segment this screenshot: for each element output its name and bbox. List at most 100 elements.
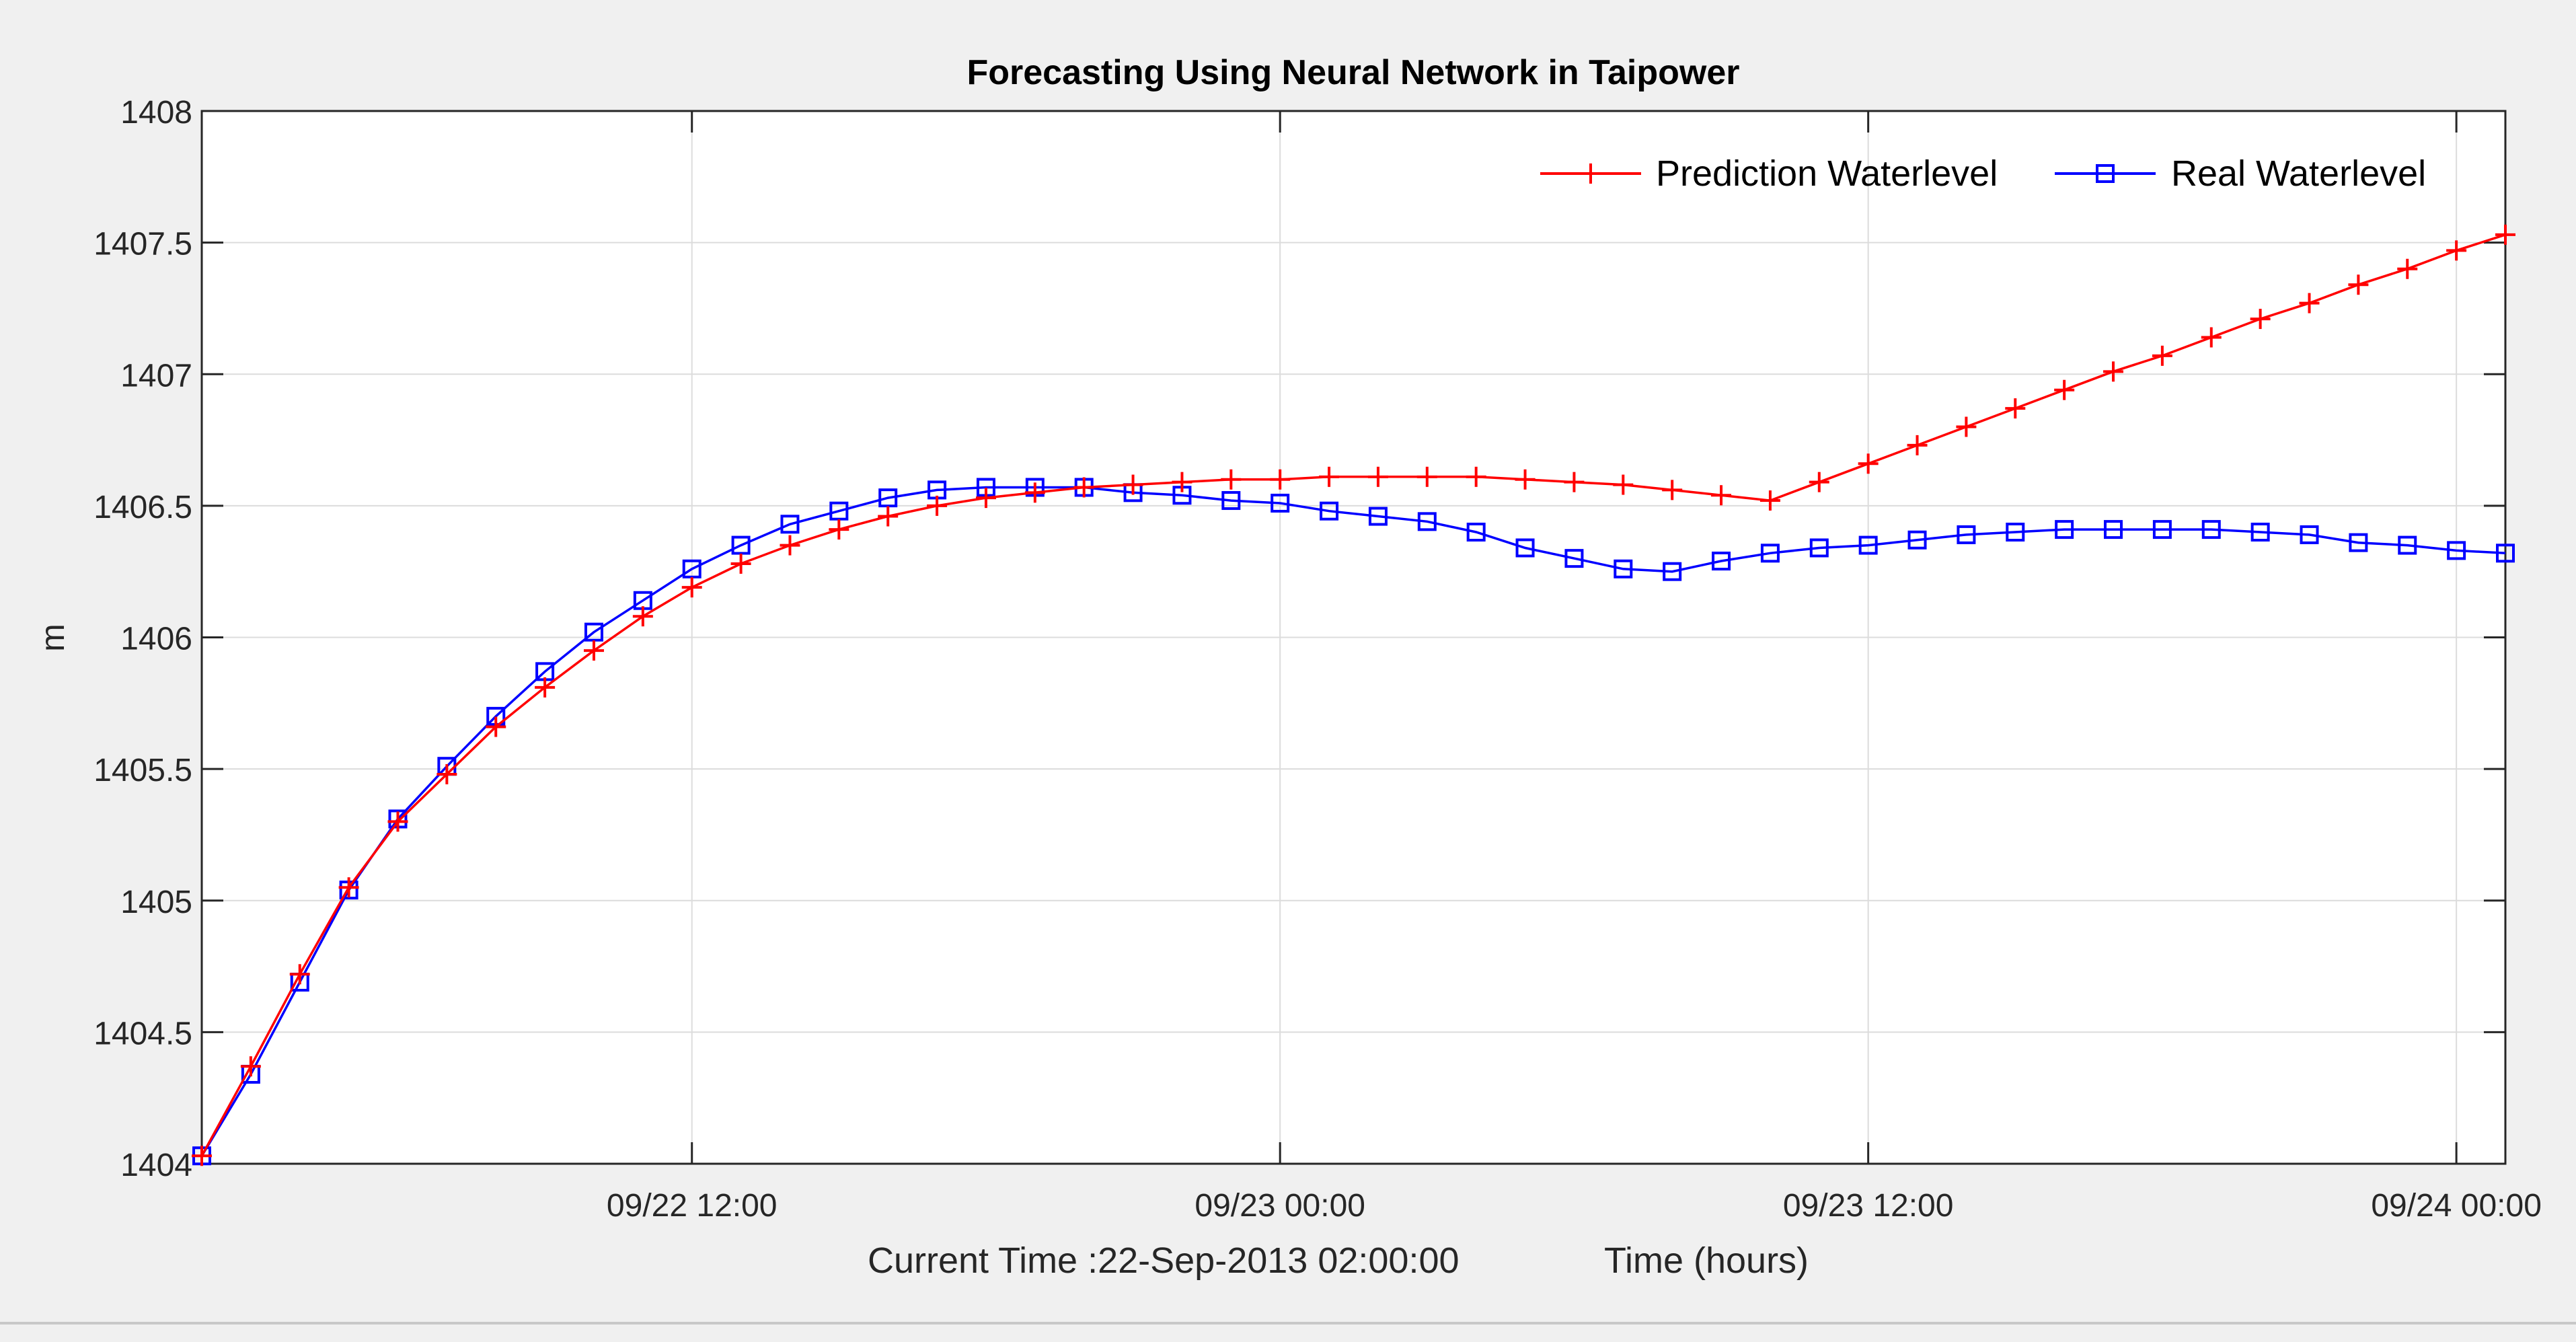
data-point: [682, 559, 702, 579]
data-point: [192, 1146, 212, 1166]
data-point: [1368, 507, 1388, 526]
data-point: [829, 501, 849, 521]
data-point: [1221, 491, 1241, 511]
data-point: [731, 535, 751, 555]
data-point: [1858, 535, 1878, 555]
data-point: [2103, 361, 2124, 382]
legend-label-real: Real Waterlevel: [2171, 153, 2426, 194]
data-point: [1466, 466, 1486, 487]
data-point: [2055, 520, 2074, 539]
data-point: [1614, 559, 1633, 579]
data-point: [1073, 477, 1094, 498]
data-point: [2152, 345, 2172, 366]
data-point: [1564, 549, 1584, 568]
data-point: [2201, 327, 2222, 348]
legend-marker-prediction: [1581, 163, 1601, 184]
data-point: [1271, 493, 1290, 513]
y-tick-label: 1404: [120, 1148, 192, 1183]
data-point: [2446, 240, 2467, 261]
data-point: [1367, 466, 1388, 487]
data-point: [338, 877, 359, 898]
data-point: [1858, 453, 1879, 474]
data-point: [927, 495, 948, 516]
data-point: [2152, 520, 2172, 539]
data-point: [1024, 482, 1045, 503]
data-point: [2300, 525, 2319, 544]
data-point: [486, 716, 506, 737]
data-point: [1564, 472, 1585, 492]
data-point: [2397, 258, 2418, 279]
data-point: [780, 515, 800, 534]
data-point: [1711, 485, 1732, 506]
data-point: [1515, 469, 1536, 490]
data-point: [387, 811, 408, 832]
x-tick-label: 09/22 12:00: [607, 1188, 778, 1224]
data-point: [2348, 274, 2369, 295]
data-point: [1123, 474, 1143, 495]
data-point: [2054, 379, 2075, 400]
data-point: [878, 488, 898, 508]
window-divider: [0, 1322, 2576, 1325]
data-point: [1270, 469, 1291, 490]
data-point: [2201, 520, 2221, 539]
data-point: [780, 535, 800, 556]
y-tick-label: 1404.5: [93, 1016, 192, 1051]
data-point: [1907, 435, 1928, 455]
data-point: [2006, 523, 2025, 542]
data-point: [1221, 469, 1242, 490]
data-point: [1417, 512, 1437, 531]
legend: Prediction Waterlevel Real Waterlevel: [1540, 153, 2426, 194]
data-point: [1320, 501, 1339, 521]
data-point: [1957, 525, 1976, 544]
data-point: [2005, 398, 2026, 419]
y-axis-label: m: [34, 624, 71, 652]
data-point: [878, 506, 899, 527]
data-point: [1466, 523, 1486, 542]
y-tick-label: 1407: [120, 358, 192, 394]
data-point: [437, 763, 457, 784]
data-point: [975, 488, 996, 509]
data-point: [1416, 466, 1437, 487]
data-point: [240, 1056, 261, 1077]
series-prediction: [192, 224, 2515, 1166]
x-axis-label: Time (hours): [1604, 1240, 1809, 1281]
x-tick-label: 09/24 00:00: [2371, 1188, 2542, 1224]
data-point: [289, 964, 310, 985]
data-point: [829, 519, 849, 540]
data-point: [2250, 309, 2271, 330]
y-tick-label: 1406: [120, 622, 192, 657]
data-point: [1172, 472, 1192, 492]
data-point: [2495, 224, 2515, 245]
x-tick-label: 09/23 12:00: [1783, 1188, 1954, 1224]
y-tick-label: 1408: [120, 95, 192, 131]
legend-label-prediction: Prediction Waterlevel: [1656, 153, 1998, 194]
data-point: [1956, 416, 1977, 437]
data-point: [583, 640, 604, 661]
data-point: [1809, 538, 1829, 558]
data-point: [730, 553, 751, 574]
data-point: [2104, 520, 2123, 539]
data-point: [2349, 533, 2368, 552]
data-point: [2398, 535, 2417, 555]
data-point: [1759, 490, 1780, 511]
data-point: [1613, 474, 1634, 495]
data-point: [2250, 523, 2270, 542]
legend-marker-real: [2096, 164, 2115, 183]
data-point: [1712, 552, 1731, 571]
data-point: [1319, 466, 1340, 487]
y-tick-label: 1405.5: [93, 753, 192, 788]
data-point: [1663, 562, 1682, 581]
legend-marker: [1581, 163, 1601, 184]
data-point: [1760, 544, 1780, 563]
data-point: [2447, 541, 2466, 560]
y-tick-label: 1405: [120, 885, 192, 920]
y-tick-label: 1407.5: [93, 227, 192, 262]
data-point: [535, 677, 556, 698]
x-tick-label: 09/23 00:00: [1195, 1188, 1365, 1224]
data-point: [2299, 293, 2320, 313]
axis-ticks: 1404 1404.5 1405 1405.5 1406 1406.5 1407 1407.5…: [93, 95, 2542, 1224]
data-point: [1515, 538, 1535, 558]
series-layer: [192, 224, 2515, 1166]
chart-title: Forecasting Using Neural Network in Taip…: [967, 53, 1739, 92]
